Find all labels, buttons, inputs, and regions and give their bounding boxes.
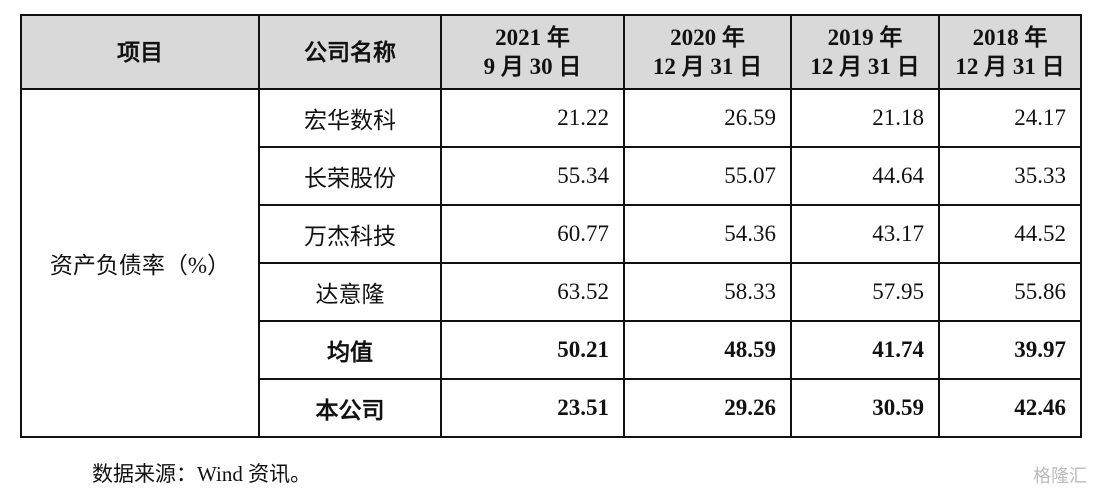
value-cell: 57.95 bbox=[790, 262, 940, 322]
header-cell: 项目 bbox=[20, 14, 260, 90]
value-cell: 30.59 bbox=[790, 378, 940, 438]
header-line: 项目 bbox=[117, 39, 163, 65]
header-line: 公司名称 bbox=[304, 39, 396, 65]
company-cell: 达意隆 bbox=[258, 262, 442, 322]
company-cell: 本公司 bbox=[258, 378, 442, 438]
header-line: 12 月 31 日 bbox=[652, 54, 763, 79]
header-cell: 2021 年 9 月 30 日 bbox=[440, 14, 625, 90]
value-cell: 58.33 bbox=[623, 262, 792, 322]
header-line: 2019 年 bbox=[827, 25, 903, 50]
watermark: 格隆汇 bbox=[1033, 466, 1087, 487]
value-cell: 60.77 bbox=[440, 204, 625, 264]
value-cell: 48.59 bbox=[623, 320, 792, 380]
header-line: 2021 年 bbox=[495, 25, 570, 50]
table-row: 万杰科技 60.77 54.36 43.17 44.52 bbox=[21, 204, 1082, 264]
value-cell: 41.74 bbox=[790, 320, 940, 380]
header-line: 12 月 31 日 bbox=[955, 54, 1065, 79]
value-cell: 21.18 bbox=[790, 88, 940, 148]
value-cell: 23.51 bbox=[440, 378, 625, 438]
value-cell: 55.86 bbox=[938, 262, 1082, 322]
table-row: 均值 50.21 48.59 41.74 39.97 bbox=[21, 320, 1082, 380]
company-cell: 万杰科技 bbox=[258, 204, 442, 264]
value-cell: 42.46 bbox=[938, 378, 1082, 438]
value-cell: 54.36 bbox=[623, 204, 792, 264]
company-cell: 宏华数科 bbox=[258, 88, 442, 148]
table-row: 达意隆 63.52 58.33 57.95 55.86 bbox=[21, 262, 1082, 322]
header-line: 12 月 31 日 bbox=[810, 54, 920, 79]
table-row: 长荣股份 55.34 55.07 44.64 35.33 bbox=[21, 146, 1082, 206]
value-cell: 55.07 bbox=[623, 146, 792, 206]
value-cell: 26.59 bbox=[623, 88, 792, 148]
value-cell: 21.22 bbox=[440, 88, 625, 148]
company-cell: 均值 bbox=[258, 320, 442, 380]
header-line: 2018 年 bbox=[972, 25, 1048, 50]
header-line: 9 月 30 日 bbox=[483, 54, 582, 79]
header-cell: 2019 年 12 月 31 日 bbox=[790, 14, 940, 90]
value-cell: 35.33 bbox=[938, 146, 1082, 206]
value-cell: 29.26 bbox=[623, 378, 792, 438]
table-row: 本公司 23.51 29.26 30.59 42.46 bbox=[21, 378, 1082, 438]
header-cell: 2020 年 12 月 31 日 bbox=[623, 14, 792, 90]
header-cell: 2018 年 12 月 31 日 bbox=[938, 14, 1082, 90]
value-cell: 24.17 bbox=[938, 88, 1082, 148]
company-cell: 长荣股份 bbox=[258, 146, 442, 206]
value-cell: 63.52 bbox=[440, 262, 625, 322]
value-cell: 39.97 bbox=[938, 320, 1082, 380]
source-note: 数据来源：Wind 资讯。 bbox=[92, 462, 312, 486]
item-cell: 资产负债率（%） bbox=[20, 88, 260, 438]
value-cell: 44.64 bbox=[790, 146, 940, 206]
value-cell: 55.34 bbox=[440, 146, 625, 206]
table-row: 资产负债率（%） 宏华数科 21.22 26.59 21.18 24.17 bbox=[20, 88, 1082, 438]
header-cell: 公司名称 bbox=[258, 14, 442, 90]
value-cell: 50.21 bbox=[440, 320, 625, 380]
value-cell: 44.52 bbox=[938, 204, 1082, 264]
value-cell: 43.17 bbox=[790, 204, 940, 264]
header-line: 2020 年 bbox=[670, 25, 745, 50]
